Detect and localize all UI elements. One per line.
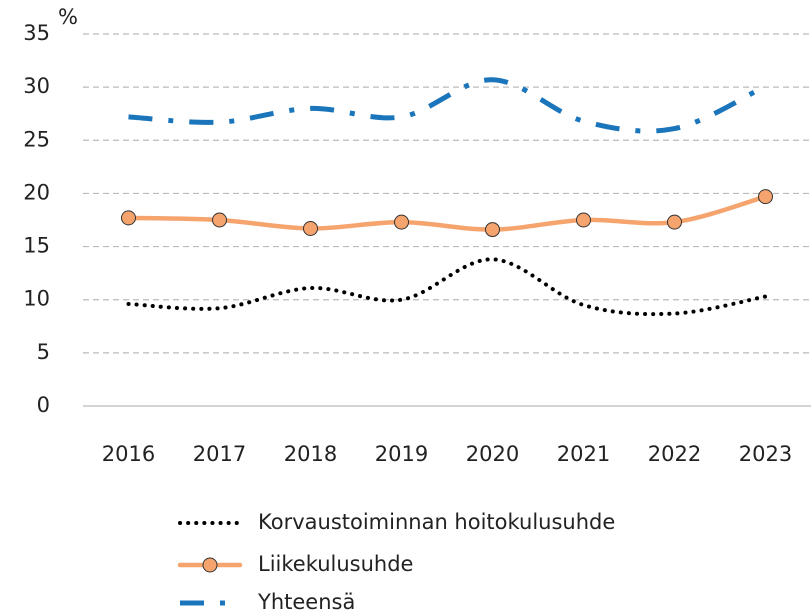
x-tick-label: 2017 (193, 442, 246, 466)
y-tick-label: 5 (37, 340, 50, 364)
point-marker (667, 214, 682, 230)
point-marker (758, 189, 773, 205)
x-tick-label: 2020 (466, 442, 519, 466)
series-line (128, 77, 767, 134)
point-marker (212, 212, 227, 228)
y-tick-label: 0 (37, 393, 50, 417)
x-tick-label: 2021 (557, 442, 610, 466)
y-tick-label: 35 (23, 21, 50, 45)
x-tick-label: 2023 (739, 442, 792, 466)
unit-label: % (58, 5, 78, 29)
point-marker (576, 212, 591, 228)
y-tick-label: 25 (23, 127, 50, 151)
x-tick-label: 2019 (375, 442, 428, 466)
y-tick-label: 15 (23, 234, 50, 258)
legend-label: Yhteensä (257, 590, 355, 614)
point-marker (121, 210, 136, 226)
y-tick-label: 10 (23, 287, 50, 311)
point-marker (303, 221, 318, 237)
point-marker (394, 214, 409, 230)
legend-label: Liikekulusuhde (258, 552, 413, 576)
y-tick-label: 30 (23, 74, 50, 98)
series-line (126, 194, 768, 232)
point-marker (485, 222, 500, 238)
x-tick-label: 2022 (648, 442, 701, 466)
series-line (126, 257, 768, 317)
legend-label: Korvaustoiminnan hoitokulusuhde (258, 510, 615, 534)
legend-marker (202, 557, 218, 573)
y-tick-label: 20 (23, 180, 50, 204)
x-tick-label: 2016 (102, 442, 155, 466)
x-tick-label: 2018 (284, 442, 337, 466)
